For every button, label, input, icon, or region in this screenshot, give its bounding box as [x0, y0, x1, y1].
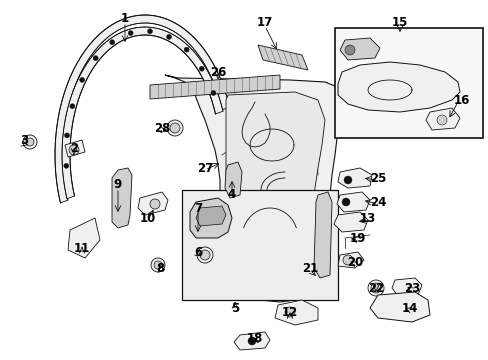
Circle shape: [64, 133, 69, 138]
Polygon shape: [150, 75, 280, 99]
Text: 19: 19: [349, 231, 366, 244]
Text: 18: 18: [246, 332, 263, 345]
Circle shape: [342, 255, 352, 265]
Text: 22: 22: [367, 282, 384, 294]
Polygon shape: [224, 162, 242, 198]
Circle shape: [93, 56, 98, 60]
Text: 7: 7: [194, 202, 202, 215]
Polygon shape: [333, 212, 367, 232]
Polygon shape: [337, 168, 371, 188]
Text: 17: 17: [256, 15, 273, 28]
Polygon shape: [339, 38, 379, 60]
Circle shape: [23, 135, 37, 149]
Circle shape: [167, 120, 183, 136]
Text: 15: 15: [391, 15, 407, 28]
Polygon shape: [225, 92, 325, 262]
Text: 28: 28: [154, 122, 170, 135]
Polygon shape: [68, 218, 100, 258]
Circle shape: [69, 145, 79, 155]
Circle shape: [128, 31, 133, 36]
Circle shape: [210, 90, 216, 95]
Text: 14: 14: [401, 302, 417, 315]
Text: 11: 11: [74, 242, 90, 255]
Polygon shape: [337, 62, 459, 112]
Text: 16: 16: [453, 94, 469, 107]
Circle shape: [26, 138, 34, 146]
Text: 2: 2: [70, 141, 78, 154]
Circle shape: [184, 47, 189, 52]
Circle shape: [341, 198, 349, 206]
Text: 8: 8: [156, 261, 164, 274]
Circle shape: [367, 280, 383, 296]
Polygon shape: [62, 27, 223, 199]
Text: 25: 25: [369, 171, 386, 184]
Circle shape: [151, 258, 164, 272]
Polygon shape: [258, 45, 307, 70]
Polygon shape: [196, 206, 225, 226]
Circle shape: [63, 163, 69, 168]
Polygon shape: [425, 108, 459, 130]
Text: 3: 3: [20, 134, 28, 147]
Text: 1: 1: [121, 12, 129, 24]
Circle shape: [147, 29, 152, 34]
Text: 10: 10: [140, 211, 156, 225]
Polygon shape: [164, 75, 345, 302]
Circle shape: [170, 123, 180, 133]
Text: 9: 9: [114, 179, 122, 192]
Circle shape: [247, 337, 256, 345]
Circle shape: [436, 115, 446, 125]
Circle shape: [166, 35, 171, 39]
Text: 4: 4: [227, 189, 236, 202]
Text: 13: 13: [359, 211, 375, 225]
Circle shape: [285, 307, 294, 317]
Circle shape: [70, 104, 75, 109]
Polygon shape: [65, 140, 85, 157]
Text: 5: 5: [230, 302, 239, 315]
Circle shape: [197, 247, 213, 263]
Polygon shape: [391, 278, 421, 296]
Circle shape: [345, 45, 354, 55]
Text: 21: 21: [301, 261, 318, 274]
Polygon shape: [274, 300, 317, 325]
Polygon shape: [112, 168, 132, 228]
Circle shape: [150, 199, 160, 209]
Text: 26: 26: [209, 66, 226, 78]
Text: 27: 27: [197, 162, 213, 175]
Polygon shape: [337, 252, 363, 268]
Text: 24: 24: [369, 195, 386, 208]
Polygon shape: [55, 15, 229, 203]
Polygon shape: [190, 198, 231, 238]
Text: 6: 6: [193, 246, 202, 258]
Bar: [334, 28, 482, 138]
Circle shape: [343, 176, 351, 184]
Polygon shape: [369, 292, 429, 322]
Text: 12: 12: [281, 306, 298, 319]
Circle shape: [109, 40, 115, 45]
Circle shape: [154, 261, 162, 269]
Text: 20: 20: [346, 256, 363, 269]
Polygon shape: [138, 192, 168, 215]
Polygon shape: [182, 190, 337, 300]
Circle shape: [80, 77, 84, 82]
Circle shape: [200, 250, 209, 260]
Circle shape: [370, 283, 380, 293]
Circle shape: [199, 66, 204, 71]
Text: 23: 23: [403, 282, 419, 294]
Polygon shape: [313, 192, 331, 278]
Polygon shape: [234, 332, 269, 350]
Polygon shape: [336, 192, 369, 212]
